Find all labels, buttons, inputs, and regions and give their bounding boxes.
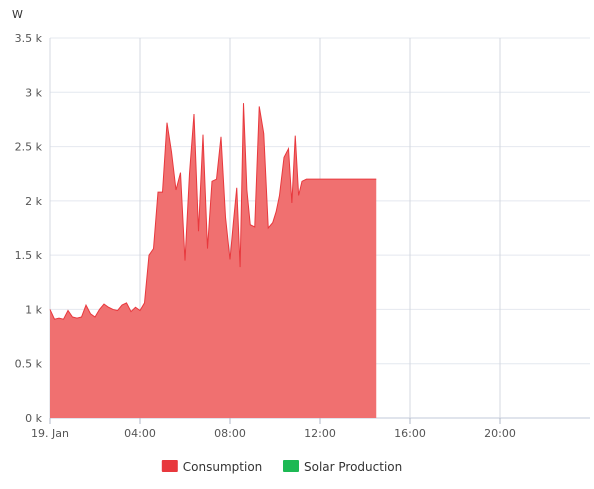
x-tick-label: 20:00	[484, 427, 516, 440]
x-tick-label: 12:00	[304, 427, 336, 440]
legend-label: Solar Production	[304, 460, 402, 474]
y-tick-label: 1.5 k	[15, 249, 43, 262]
legend: Consumption Solar Production	[161, 460, 402, 474]
y-tick-label: 1 k	[25, 303, 42, 316]
series-line-consumption	[49, 103, 377, 320]
y-tick-label: 3 k	[25, 86, 42, 99]
x-tick-label: 04:00	[124, 427, 156, 440]
legend-item-solar-production[interactable]: Solar Production	[283, 460, 402, 474]
legend-label: Consumption	[183, 460, 262, 474]
series-area-consumption	[50, 103, 377, 418]
y-tick-label: 0 k	[25, 412, 42, 425]
y-axis-unit-label: W	[12, 8, 23, 21]
axes: W 0 k 0.5 k 1 k 1.5 k 2 k 2.5 k 3 k 3.5 k 19. Ja…	[12, 8, 516, 440]
x-tick-label: 19. Jan	[31, 427, 69, 440]
y-tick-label: 0.5 k	[15, 358, 43, 371]
y-tick-label: 3.5 k	[15, 32, 43, 45]
legend-swatch	[283, 460, 299, 472]
legend-swatch	[161, 460, 178, 472]
y-tick-label: 2 k	[25, 195, 42, 208]
legend-item-consumption[interactable]: Consumption	[161, 460, 262, 474]
y-tick-label: 2.5 k	[15, 141, 43, 154]
x-tick-label: 16:00	[394, 427, 426, 440]
x-tick-label: 08:00	[214, 427, 246, 440]
series-area	[49, 103, 377, 418]
